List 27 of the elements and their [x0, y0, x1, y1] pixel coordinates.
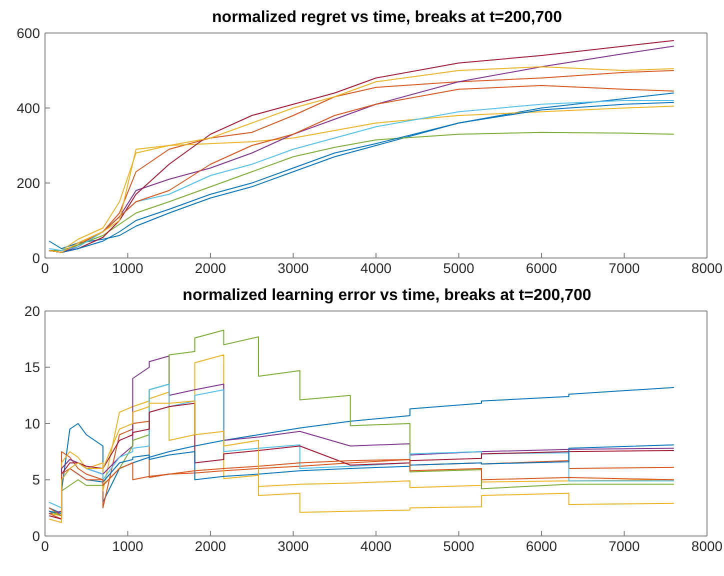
- y-tick-label: 5: [32, 472, 40, 488]
- x-tick-label: 3000: [278, 260, 310, 276]
- x-tick-label: 7000: [608, 260, 640, 276]
- x-tick-label: 1000: [112, 538, 144, 554]
- y-tick-label: 200: [16, 174, 40, 191]
- x-tick-label: 7000: [608, 538, 640, 554]
- x-tick-label: 8000: [691, 260, 723, 276]
- x-tick-label: 2000: [194, 538, 226, 554]
- x-tick-label: 2000: [194, 260, 226, 276]
- x-tick-label: 1000: [112, 260, 144, 276]
- y-tick-label: 400: [16, 100, 40, 116]
- x-tick-label: 4000: [360, 538, 392, 554]
- chart-title: normalized regret vs time, breaks at t=200,700: [211, 8, 563, 26]
- y-tick-label: 10: [24, 415, 40, 432]
- y-tick-label: 0: [32, 528, 40, 544]
- x-tick-label: 6000: [526, 260, 558, 276]
- y-tick-label: 0: [32, 250, 40, 266]
- y-tick-label: 20: [24, 302, 40, 319]
- x-tick-label: 3000: [278, 538, 310, 554]
- x-tick-label: 8000: [691, 538, 723, 554]
- y-tick-label: 600: [16, 24, 40, 41]
- y-tick-label: 15: [24, 359, 40, 376]
- chart-title: normalized learning error vs time, breaks at t=200,700: [182, 286, 592, 304]
- x-tick-label: 4000: [360, 260, 392, 276]
- x-tick-label: 6000: [526, 538, 558, 554]
- x-tick-label: 5000: [443, 538, 475, 554]
- x-tick-label: 5000: [443, 260, 475, 276]
